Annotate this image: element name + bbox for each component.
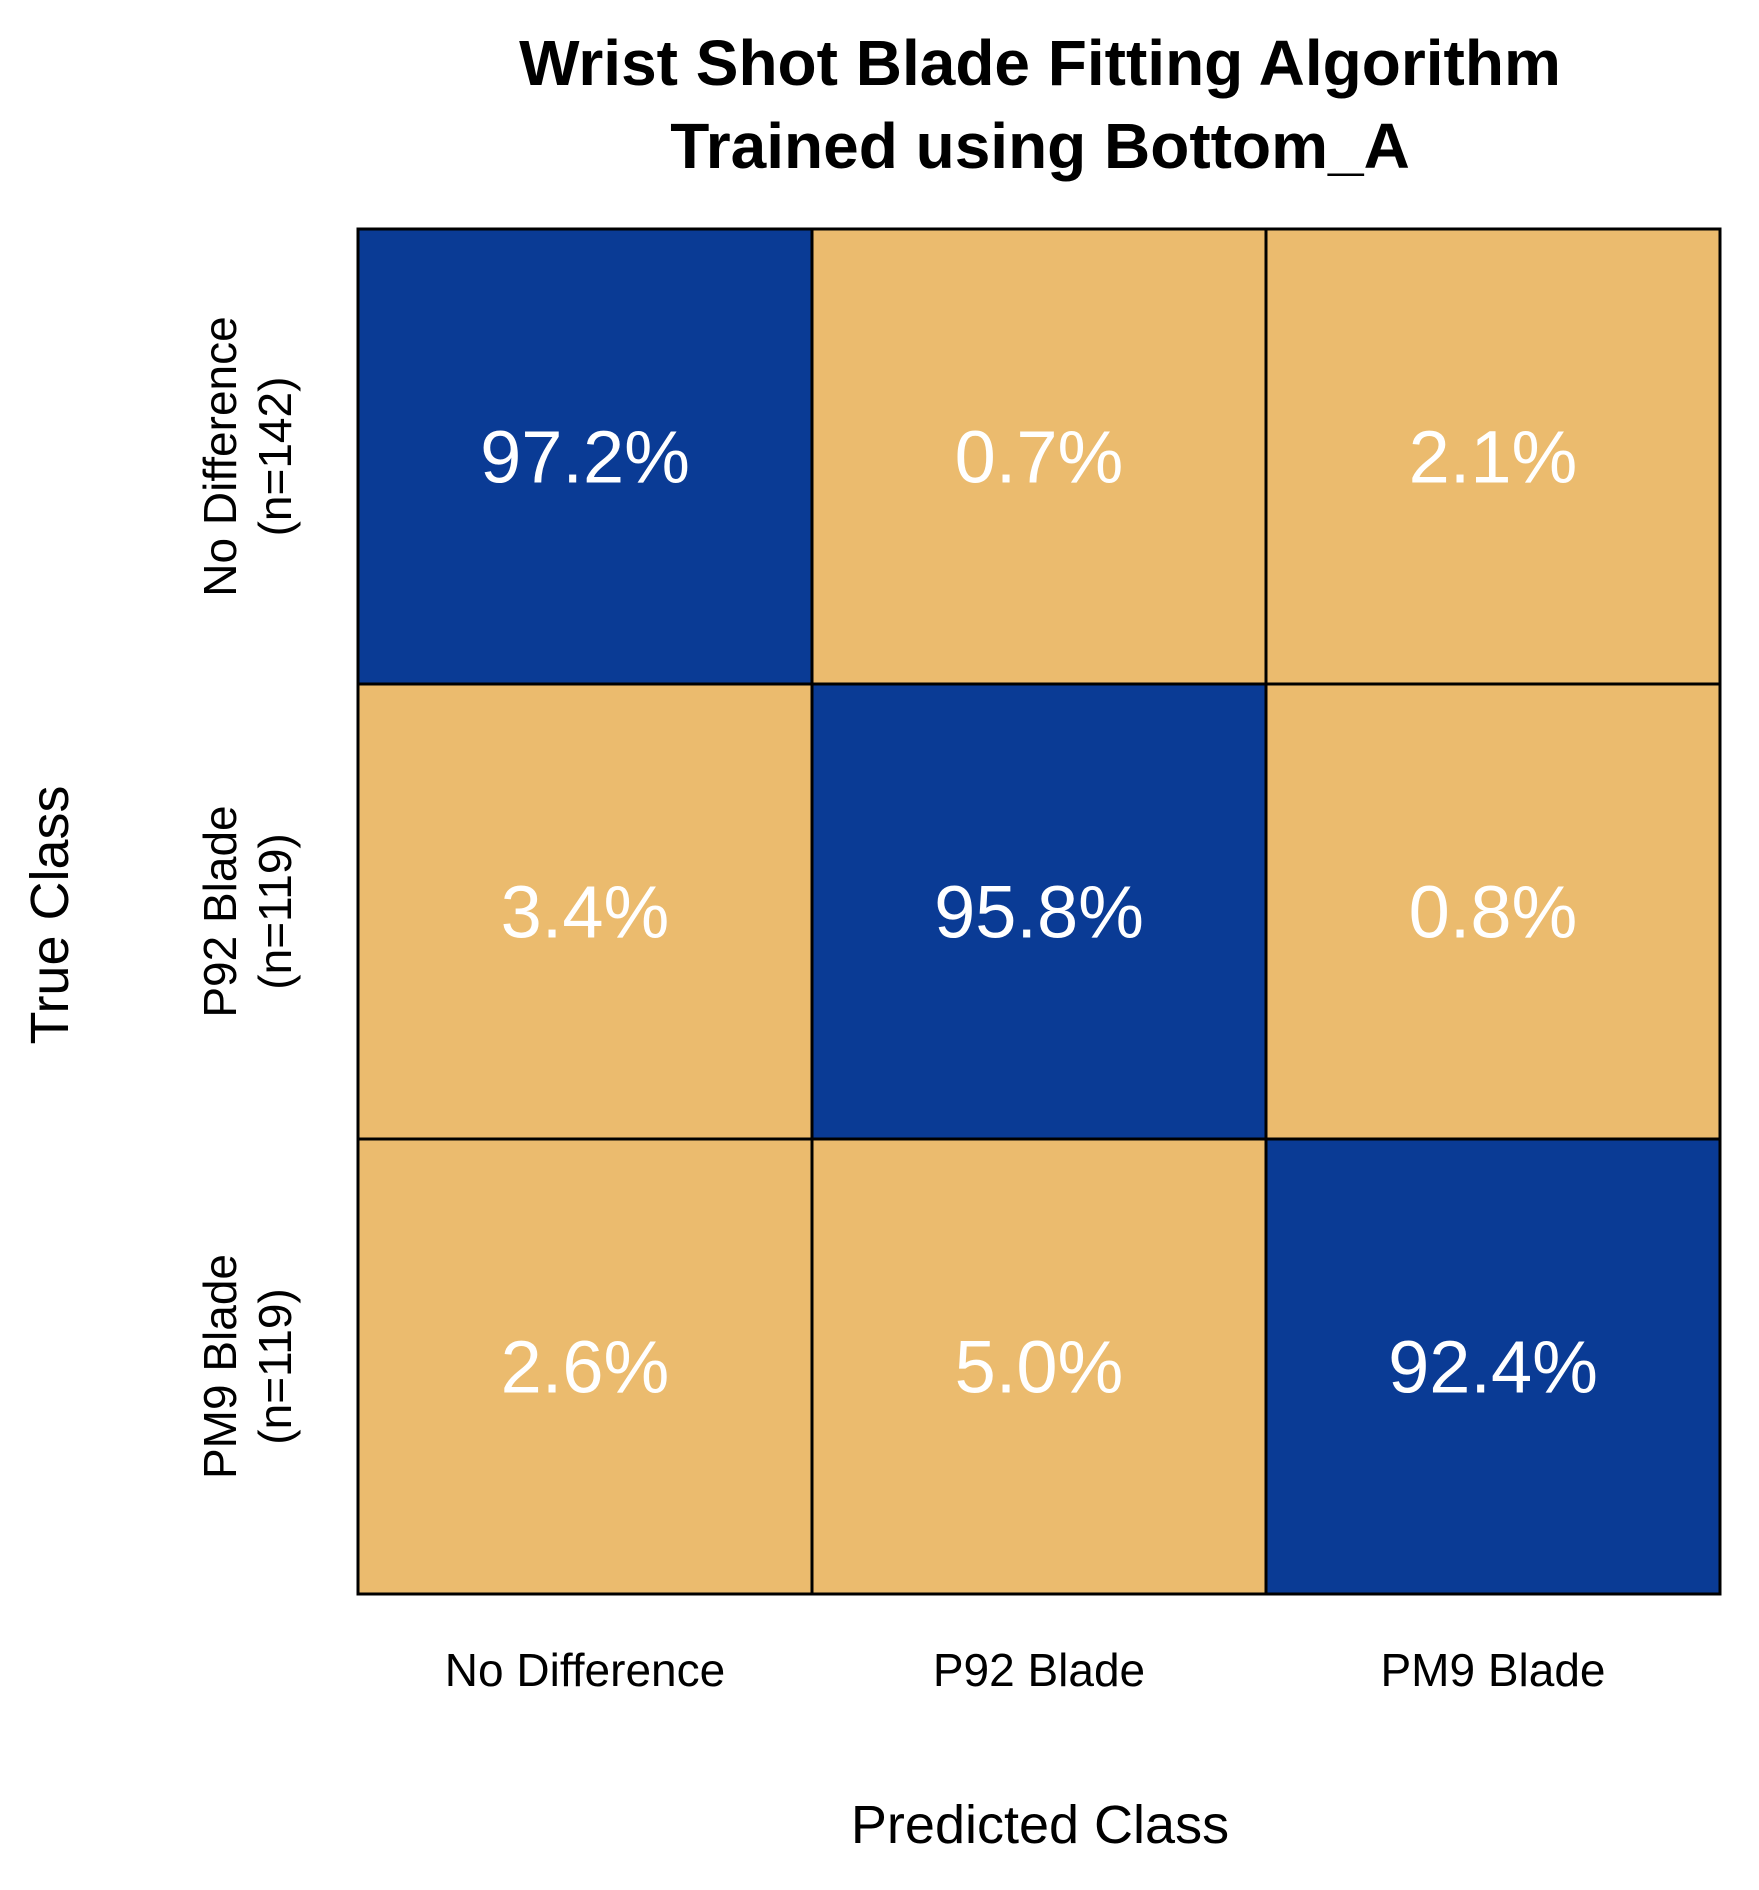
matrix-cell-r2-c1	[810, 1137, 1268, 1596]
cell-value-r0-c1: 0.7%	[955, 416, 1124, 499]
y-tick-label-0: No Difference	[194, 316, 246, 596]
matrix-cell-r1-c2	[1264, 682, 1722, 1141]
y-tick-labels: No Difference (n=142)P92 Blade (n=119)PM9 …	[194, 316, 301, 1479]
matrix-cell-r1-c1	[810, 682, 1268, 1141]
x-tick-label-2: PM9 Blade	[1380, 1644, 1605, 1696]
matrix-cell-r0-c2	[1264, 227, 1722, 686]
x-axis-title: Predicted Class	[851, 1795, 1229, 1855]
cell-value-r0-c2: 2.1%	[1409, 416, 1578, 499]
y-axis-title: True Class	[20, 785, 80, 1044]
y-tick-label-2: PM9 Blade	[194, 1254, 246, 1479]
x-tick-label-1: P92 Blade	[933, 1644, 1145, 1696]
x-tick-label-0: No Difference	[445, 1644, 725, 1696]
chart-subtitle: Trained using Bottom_A	[670, 110, 1410, 182]
matrix-cell-r1-c0	[356, 682, 814, 1141]
y-tick-count-0: (n=142)	[249, 377, 301, 537]
y-tick-label-1: P92 Blade	[194, 805, 246, 1017]
matrix-cell-r2-c2	[1264, 1137, 1722, 1596]
matrix-cells: 97.2% 0.7% 2.1% 3.4% 95.8% 0.8% 2.6% 5.0% 92.4%	[356, 227, 1722, 1596]
cell-value-r1-c0: 3.4%	[501, 871, 670, 954]
y-tick-count-2: (n=119)	[249, 1288, 301, 1444]
cell-value-r2-c2: 92.4%	[1388, 1326, 1598, 1409]
chart-title: Wrist Shot Blade Fitting Algorithm	[519, 27, 1561, 99]
matrix-cell-r2-c0	[356, 1137, 814, 1596]
cell-value-r1-c2: 0.8%	[1409, 871, 1578, 954]
y-tick-count-1: (n=119)	[249, 833, 301, 989]
matrix-cell-r0-c1	[810, 227, 1268, 686]
cell-value-r0-c0: 97.2%	[480, 416, 690, 499]
cell-value-r1-c1: 95.8%	[934, 871, 1144, 954]
matrix-cell-r0-c0	[356, 227, 814, 686]
cell-value-r2-c0: 2.6%	[501, 1326, 670, 1409]
x-tick-labels: No Difference P92 Blade PM9 Blade	[445, 1644, 1606, 1696]
cell-value-r2-c1: 5.0%	[955, 1326, 1124, 1409]
